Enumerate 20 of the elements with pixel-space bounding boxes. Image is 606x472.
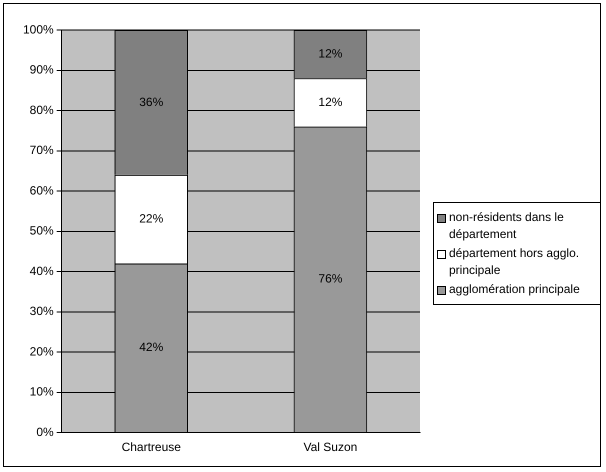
data-label: 22%	[139, 212, 164, 226]
data-label: 12%	[318, 94, 343, 109]
data-label: 12%	[318, 46, 343, 60]
y-tick-label: 40%	[30, 264, 54, 278]
y-tick-label: 80%	[30, 102, 54, 117]
y-tick-label: 20%	[30, 344, 54, 358]
y-tick-label: 30%	[30, 304, 54, 318]
y-tick-label: 10%	[30, 384, 54, 399]
y-tick-label: 100%	[22, 22, 54, 36]
x-tick-label: Chartreuse	[122, 440, 182, 454]
y-tick-label: 60%	[30, 183, 54, 198]
y-tick-label: 0%	[36, 424, 54, 439]
data-label: 76%	[318, 272, 343, 286]
x-tick-label: Val Suzon	[304, 440, 358, 454]
y-tick-label: 50%	[30, 224, 54, 238]
y-tick-label: 70%	[30, 143, 54, 158]
data-label: 36%	[139, 94, 164, 109]
y-tick-label: 90%	[30, 62, 54, 77]
legend-label: agglomération principale	[449, 281, 580, 298]
data-label: 42%	[139, 340, 164, 354]
